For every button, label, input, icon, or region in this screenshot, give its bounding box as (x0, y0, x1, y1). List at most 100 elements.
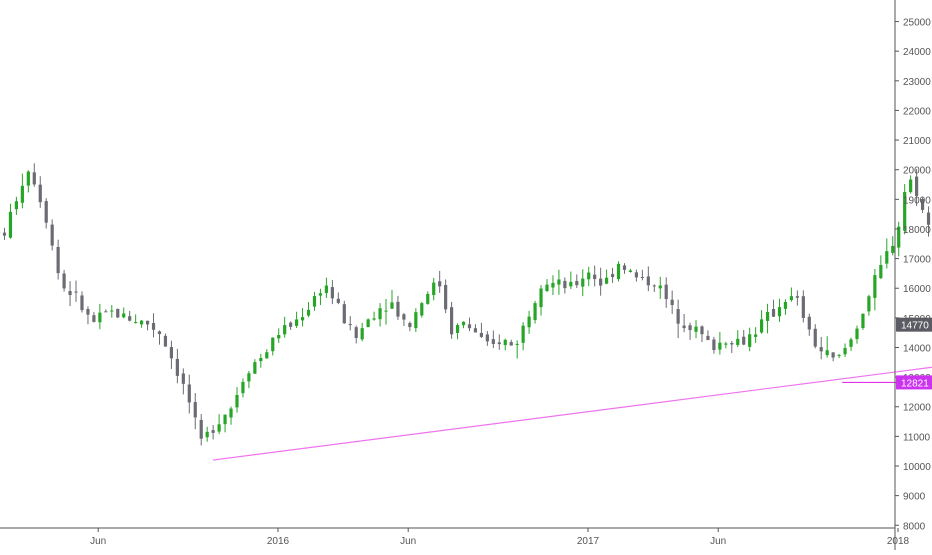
candle-body (915, 177, 918, 196)
candle-body (74, 292, 77, 293)
time-tick-label: Jun (400, 536, 416, 547)
candle (367, 318, 370, 327)
candle-body (349, 324, 352, 325)
candle-body (688, 325, 691, 330)
candle (551, 275, 554, 295)
candle-body (718, 343, 721, 350)
candle (241, 378, 244, 397)
support-price-label-text: 12821 (901, 378, 929, 389)
candle (528, 311, 531, 334)
candle (122, 308, 125, 319)
candle (873, 269, 876, 310)
candle-body (414, 312, 417, 328)
candle-body (563, 281, 566, 288)
candle-body (468, 324, 471, 328)
price-tick-label: 17000 (903, 255, 931, 266)
price-axis[interactable]: 2500024000230002200021000200001900018000… (895, 0, 931, 550)
candle-body (539, 289, 542, 308)
candle-body (110, 311, 113, 312)
price-tick-label: 11000 (903, 432, 931, 443)
candle (468, 318, 471, 331)
candle (414, 308, 417, 332)
candle (700, 325, 703, 342)
candle-body (355, 327, 358, 338)
candle (98, 304, 101, 329)
candle (188, 375, 191, 414)
candle (814, 324, 817, 348)
candle (229, 407, 232, 425)
candle-body (581, 279, 584, 287)
candle (677, 300, 680, 338)
candle-body (879, 265, 882, 278)
candle-body (838, 355, 841, 356)
candle (724, 342, 727, 349)
candle-body (885, 251, 888, 263)
candle (86, 306, 89, 324)
candle-body (367, 319, 370, 327)
rising-trendline[interactable] (213, 256, 932, 460)
candle-body (158, 331, 161, 334)
candle-body (557, 279, 560, 284)
time-tick-label: 2016 (267, 536, 290, 547)
candle-body (861, 314, 864, 328)
candle-body (748, 334, 751, 347)
candle (891, 236, 894, 255)
candle (134, 314, 137, 323)
candle-body (9, 212, 12, 238)
candle-body (683, 326, 686, 329)
candle (790, 287, 793, 301)
candle (659, 277, 662, 299)
candle-body (378, 308, 381, 319)
price-tick-label: 24000 (903, 47, 931, 58)
candle (909, 175, 912, 193)
candle (355, 325, 358, 343)
candle (665, 277, 668, 308)
candle (158, 330, 161, 344)
candle (146, 321, 149, 331)
candle (474, 324, 477, 332)
price-tick-label: 10000 (903, 462, 931, 473)
candle (647, 266, 650, 291)
candle (820, 337, 823, 359)
candle-body (927, 213, 930, 225)
candle-body (164, 336, 167, 347)
candle-body (104, 311, 107, 312)
candle (182, 368, 185, 394)
candle (736, 330, 739, 347)
candle (748, 328, 751, 352)
candle (629, 269, 632, 273)
candle (587, 267, 590, 286)
candle (504, 339, 507, 351)
price-tick-label: 12000 (903, 403, 931, 414)
candle (74, 281, 77, 302)
candle (694, 320, 697, 338)
candle (235, 387, 238, 413)
candle-body (122, 313, 125, 317)
candle (206, 427, 209, 442)
candle (742, 330, 745, 345)
candle (218, 414, 221, 434)
candle-body (629, 270, 632, 271)
candle-body (277, 335, 280, 338)
candle-body (653, 285, 656, 286)
candle-body (492, 339, 495, 344)
candle (533, 301, 536, 324)
candle (480, 323, 483, 338)
candle (653, 284, 656, 292)
candle (15, 197, 18, 215)
candle (289, 321, 292, 330)
candle (718, 332, 721, 355)
time-axis[interactable]: Jun2016Jun2017Jun2018Jun2019Jun2020Jun (0, 528, 932, 547)
candle-body (504, 340, 507, 345)
candle-body (116, 309, 119, 318)
candle-body (522, 326, 525, 343)
candle-body (170, 347, 173, 358)
candle (68, 281, 71, 306)
candle-body (200, 420, 203, 439)
candle-body (456, 325, 459, 333)
candle (510, 340, 513, 346)
candle (176, 349, 179, 383)
candle (456, 323, 459, 339)
